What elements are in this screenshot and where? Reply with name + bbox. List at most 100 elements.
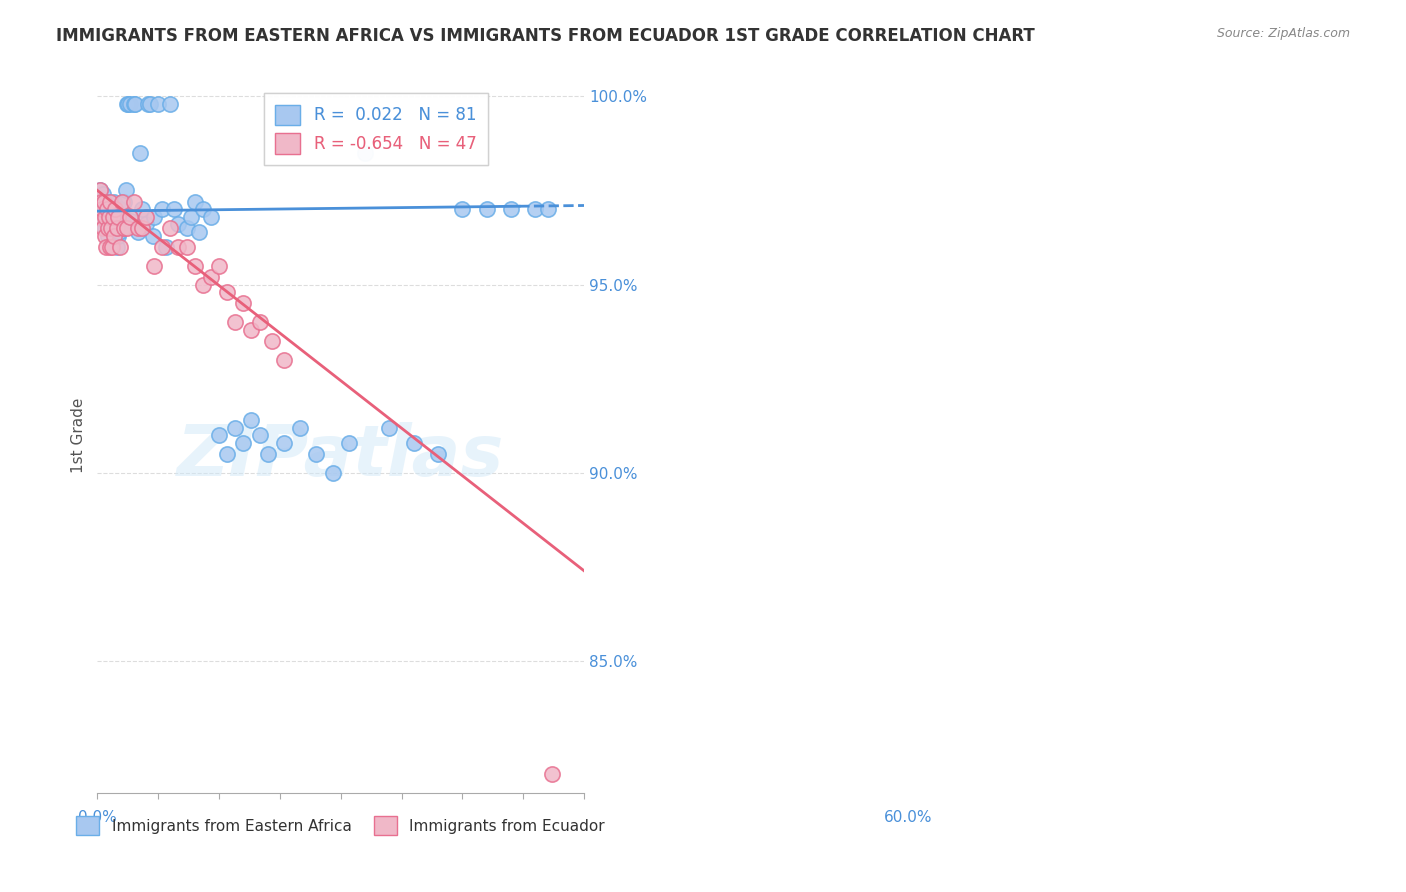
Point: [94, 228, 117, 243]
Point: [337, 435, 360, 450]
Point: [224, 420, 246, 434]
Point: [101, 213, 124, 227]
Point: [108, 225, 131, 239]
Point: [240, 413, 263, 427]
Point: [354, 145, 377, 160]
Point: [217, 447, 239, 461]
Point: [94, 221, 117, 235]
Point: [107, 217, 129, 231]
Point: [217, 285, 239, 299]
Point: [90, 198, 112, 212]
Point: [208, 428, 231, 442]
Point: [97, 221, 120, 235]
Point: [167, 217, 190, 231]
Point: [90, 210, 112, 224]
Point: [107, 210, 129, 224]
Point: [97, 198, 120, 212]
Point: [141, 228, 163, 243]
Point: [159, 96, 181, 111]
Point: [305, 447, 328, 461]
Point: [135, 217, 157, 231]
Point: [136, 96, 159, 111]
Point: [191, 277, 214, 292]
Point: [100, 221, 122, 235]
Point: [100, 202, 122, 217]
Point: [103, 228, 125, 243]
Point: [249, 428, 271, 442]
Point: [249, 315, 271, 329]
Point: [187, 225, 209, 239]
Point: [143, 259, 166, 273]
Point: [112, 194, 135, 209]
Point: [91, 210, 114, 224]
Point: [260, 334, 283, 348]
Text: Source: ZipAtlas.com: Source: ZipAtlas.com: [1216, 27, 1350, 40]
Point: [150, 240, 173, 254]
Legend: R =  0.022   N = 81, R = -0.654   N = 47: R = 0.022 N = 81, R = -0.654 N = 47: [264, 93, 488, 165]
Point: [256, 447, 278, 461]
Point: [112, 221, 135, 235]
Point: [91, 202, 114, 217]
Point: [143, 210, 166, 224]
Point: [97, 228, 120, 243]
Point: [93, 194, 115, 209]
Point: [148, 96, 170, 111]
Point: [94, 202, 117, 217]
Point: [111, 221, 134, 235]
Point: [93, 194, 115, 209]
Point: [240, 323, 263, 337]
Point: [200, 270, 222, 285]
Point: [111, 194, 134, 209]
Point: [96, 240, 118, 254]
Text: IMMIGRANTS FROM EASTERN AFRICA VS IMMIGRANTS FROM ECUADOR 1ST GRADE CORRELATION : IMMIGRANTS FROM EASTERN AFRICA VS IMMIGR…: [56, 27, 1035, 45]
Point: [139, 96, 162, 111]
Point: [451, 202, 474, 217]
Point: [135, 210, 157, 224]
Point: [112, 210, 135, 224]
Point: [104, 202, 127, 217]
Point: [96, 202, 118, 217]
Point: [536, 202, 558, 217]
Point: [155, 240, 177, 254]
Point: [183, 259, 205, 273]
Text: ZIPatlas: ZIPatlas: [177, 422, 505, 491]
Point: [167, 240, 190, 254]
Point: [524, 202, 547, 217]
Point: [104, 202, 127, 217]
Point: [120, 213, 142, 227]
Point: [163, 202, 186, 217]
Point: [232, 296, 254, 310]
Point: [98, 194, 121, 209]
Point: [131, 202, 153, 217]
Point: [128, 145, 150, 160]
Point: [98, 221, 121, 235]
Point: [91, 221, 114, 235]
Point: [91, 187, 114, 202]
Point: [114, 183, 136, 197]
Point: [475, 202, 498, 217]
Point: [118, 210, 141, 224]
Point: [107, 228, 129, 243]
Point: [224, 315, 246, 329]
Point: [101, 240, 124, 254]
Point: [98, 240, 121, 254]
Point: [118, 96, 141, 111]
Point: [117, 96, 139, 111]
Point: [101, 221, 124, 235]
Point: [93, 206, 115, 220]
Point: [402, 435, 425, 450]
Point: [499, 202, 522, 217]
Point: [105, 240, 128, 254]
Point: [273, 435, 295, 450]
Point: [89, 183, 111, 197]
Point: [103, 228, 125, 243]
Point: [108, 240, 131, 254]
Point: [176, 221, 198, 235]
Text: 60.0%: 60.0%: [884, 810, 932, 824]
Point: [97, 206, 120, 220]
Point: [122, 194, 145, 209]
Point: [288, 420, 311, 434]
Point: [90, 194, 112, 209]
Point: [89, 183, 111, 197]
Text: 0.0%: 0.0%: [77, 810, 117, 824]
